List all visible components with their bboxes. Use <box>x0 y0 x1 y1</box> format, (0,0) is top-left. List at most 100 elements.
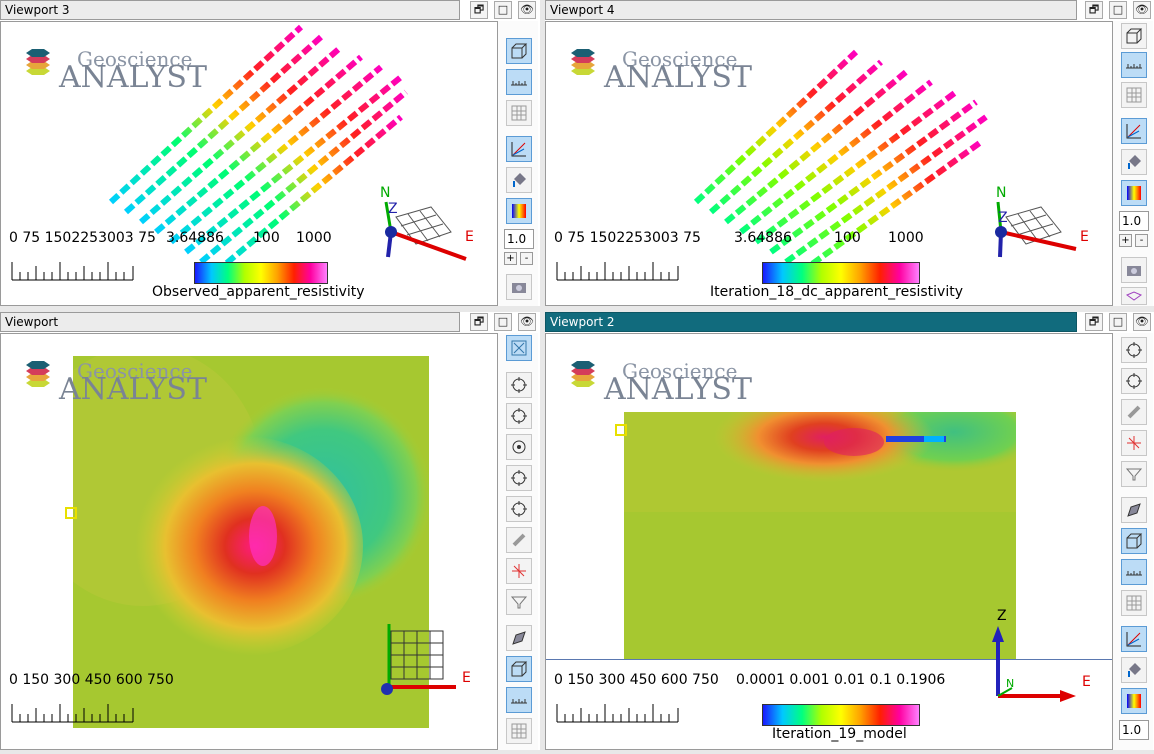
viewport-4[interactable]: Viewport 4 🗗 □ 👁 Geoscience ANALYST <box>545 0 1154 306</box>
view-west-button[interactable] <box>506 496 532 522</box>
paint-bucket-button[interactable] <box>1121 149 1147 175</box>
bounding-box-button[interactable] <box>506 38 532 64</box>
viewport-3[interactable]: Viewport 3 🗗 □ 👁 Geoscience ANALYST <box>0 0 540 306</box>
axis-east-label: E <box>1082 674 1091 690</box>
viewport-title-bar[interactable]: Viewport 4 <box>545 0 1077 20</box>
axis-east-label: E <box>1080 229 1089 245</box>
section-canvas[interactable]: Geoscience ANALYST 0 150 300 450 600 750… <box>545 333 1113 750</box>
ruler-button[interactable] <box>506 687 532 713</box>
zoom-factor-input[interactable]: 1.0 <box>1119 211 1149 231</box>
bounding-box-button[interactable] <box>1121 528 1147 554</box>
map-canvas[interactable]: Geoscience ANALYST 0 150 300 450 600 750 <box>0 333 498 750</box>
view-north-button[interactable] <box>1121 368 1147 394</box>
ruler-button[interactable] <box>1121 559 1147 585</box>
link-views-button[interactable] <box>506 527 532 553</box>
paint-bucket-button[interactable] <box>506 167 532 193</box>
axis-triad <box>384 201 467 261</box>
view-top-button[interactable] <box>506 372 532 398</box>
survey-lines-plot <box>108 24 408 275</box>
zoom-factor-input[interactable]: 1.0 <box>1119 720 1149 740</box>
axes-button[interactable] <box>1121 626 1147 652</box>
restore-button[interactable]: 🗗 <box>470 1 488 19</box>
grid-button[interactable] <box>1121 590 1147 616</box>
3d-canvas[interactable]: Geoscience ANALYST <box>545 21 1113 306</box>
viewport-1[interactable]: Viewport 🗗 □ 👁 <box>0 312 540 750</box>
maximize-button[interactable]: □ <box>1109 313 1127 331</box>
colorbar <box>762 704 920 726</box>
colorbar <box>194 262 328 284</box>
ruler-button[interactable] <box>1121 52 1147 78</box>
view-top-button[interactable] <box>1121 337 1147 363</box>
view-east-button[interactable] <box>506 465 532 491</box>
colorbar-button[interactable] <box>506 198 532 224</box>
colorbar-min: 3.64886 <box>734 230 792 246</box>
view-north-button[interactable] <box>506 403 532 429</box>
resistivity-model-section <box>624 412 1016 660</box>
restore-button[interactable]: 🗗 <box>1085 1 1103 19</box>
selection-marker[interactable] <box>65 507 77 519</box>
colorbar-mid: 100 <box>253 230 280 246</box>
geoscience-analyst-logo: Geoscience ANALYST <box>568 359 752 407</box>
selection-marker[interactable] <box>615 424 627 436</box>
axis-north-label: N <box>1006 677 1015 690</box>
scale-bar-labels: 0 150 300 450 600 750 <box>9 672 174 688</box>
viewport-2[interactable]: Viewport 2 🗗 □ 👁 <box>545 312 1154 750</box>
axes-button[interactable] <box>506 136 532 162</box>
section-view-button[interactable] <box>1121 497 1147 523</box>
hide-button[interactable]: 👁 <box>1133 313 1151 331</box>
filter-button[interactable] <box>506 589 532 615</box>
scale-bar-labels: 0 75 1502253003 75 <box>9 230 156 246</box>
zoom-minus-button[interactable]: - <box>520 252 533 265</box>
pick-point-button[interactable] <box>1121 430 1147 456</box>
resistivity-model-plan-view <box>73 356 429 728</box>
zoom-extent-button[interactable] <box>506 335 532 361</box>
colorbar-mid: 100 <box>834 230 861 246</box>
viewport-title-bar[interactable]: Viewport 3 <box>0 0 460 20</box>
viewport-title-bar[interactable]: Viewport 2 <box>545 312 1077 332</box>
section-view-button[interactable] <box>506 625 532 651</box>
viewport-title: Viewport 4 <box>550 3 615 17</box>
bounding-box-button[interactable] <box>506 656 532 682</box>
pick-point-button[interactable] <box>506 558 532 584</box>
hide-button[interactable]: 👁 <box>518 313 536 331</box>
zoom-plus-button[interactable]: + <box>1119 234 1132 247</box>
zoom-factor-input[interactable]: 1.0 <box>504 229 534 249</box>
colorbar-title: Iteration_19_model <box>772 726 907 742</box>
viewport-toolbar: 1.0 + - <box>1113 21 1153 306</box>
clip-box-button[interactable] <box>1121 287 1147 305</box>
restore-button[interactable]: 🗗 <box>470 313 488 331</box>
viewport-title: Viewport 2 <box>550 315 615 329</box>
scale-bar-labels: 0 150 300 450 600 750 <box>554 672 719 688</box>
geoscience-analyst-logo: Geoscience ANALYST <box>23 47 207 95</box>
viewport-toolbar: 1.0 <box>1113 333 1153 750</box>
grid-button[interactable] <box>506 718 532 744</box>
maximize-button[interactable]: □ <box>494 1 512 19</box>
ruler-button[interactable] <box>506 69 532 95</box>
hide-button[interactable]: 👁 <box>518 1 536 19</box>
camera-button[interactable] <box>1121 257 1147 283</box>
colorbar-button[interactable] <box>1121 688 1147 714</box>
axes-button[interactable] <box>1121 118 1147 144</box>
zoom-minus-button[interactable]: - <box>1135 234 1148 247</box>
filter-button[interactable] <box>1121 461 1147 487</box>
survey-lines-plot <box>693 49 988 275</box>
maximize-button[interactable]: □ <box>494 313 512 331</box>
grid-button[interactable] <box>1121 82 1147 108</box>
grid-button[interactable] <box>506 100 532 126</box>
colorbar-max: 1000 <box>296 230 332 246</box>
viewport-title-bar[interactable]: Viewport <box>0 312 460 332</box>
hide-button[interactable]: 👁 <box>1133 1 1151 19</box>
zoom-plus-button[interactable]: + <box>504 252 517 265</box>
link-views-button[interactable] <box>1121 399 1147 425</box>
bounding-box-button[interactable] <box>1121 23 1147 49</box>
maximize-button[interactable]: □ <box>1109 1 1127 19</box>
axis-z-label: Z <box>997 608 1007 624</box>
restore-button[interactable]: 🗗 <box>1085 313 1103 331</box>
scale-bar <box>556 262 679 281</box>
camera-button[interactable] <box>506 274 532 300</box>
paint-bucket-button[interactable] <box>1121 657 1147 683</box>
axis-east-label: E <box>462 670 471 686</box>
colorbar-button[interactable] <box>1121 180 1147 206</box>
3d-canvas[interactable]: Geoscience ANALYST <box>0 21 498 306</box>
view-center-button[interactable] <box>506 434 532 460</box>
